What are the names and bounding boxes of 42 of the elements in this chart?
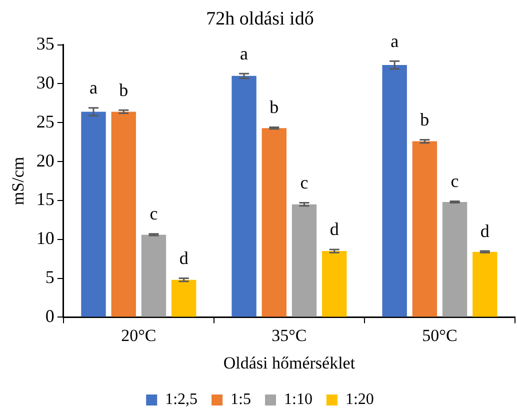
y-tick-label: 10 xyxy=(36,228,54,248)
bar xyxy=(382,65,407,317)
x-tick-label: 50°C xyxy=(422,326,458,345)
data-label: c xyxy=(450,170,459,191)
x-tick-label: 35°C xyxy=(272,326,307,345)
y-tick-label: 30 xyxy=(36,72,54,92)
data-label: b xyxy=(270,97,279,118)
x-axis-title: Oldási hőmérséklet xyxy=(223,353,356,372)
legend-label: 1:10 xyxy=(284,391,312,408)
data-label: c xyxy=(150,204,158,224)
data-label: b xyxy=(119,80,128,100)
data-label: d xyxy=(179,248,188,268)
data-label: a xyxy=(90,78,98,98)
bar xyxy=(262,128,286,317)
bar xyxy=(292,204,317,317)
bar xyxy=(442,202,468,317)
bar xyxy=(472,252,498,317)
data-label: a xyxy=(240,43,248,64)
y-tick-label: 20 xyxy=(36,150,54,170)
data-label: a xyxy=(390,30,399,51)
data-label: d xyxy=(480,220,490,241)
bar xyxy=(141,234,166,317)
legend-label: 1:20 xyxy=(345,391,374,408)
bar xyxy=(412,141,438,317)
bar xyxy=(111,112,136,317)
y-tick-label: 0 xyxy=(45,306,54,326)
legend-label: 1:2,5 xyxy=(165,391,198,408)
y-tick-label: 25 xyxy=(36,111,54,132)
bar xyxy=(81,112,106,317)
y-tick-label: 35 xyxy=(36,34,54,54)
x-tick-label: 20°C xyxy=(121,326,156,345)
legend-label: 1:5 xyxy=(230,391,252,408)
y-axis-title: mS/cm xyxy=(8,156,28,206)
y-tick-label: 15 xyxy=(36,189,54,210)
y-tick-label: 5 xyxy=(45,267,54,288)
chart-title: 72h oldási idő xyxy=(206,8,314,30)
data-label: b xyxy=(420,109,430,130)
data-label: d xyxy=(330,219,339,240)
data-label: c xyxy=(300,172,308,193)
bar xyxy=(171,280,196,317)
bar xyxy=(322,251,347,317)
bar xyxy=(232,76,256,317)
